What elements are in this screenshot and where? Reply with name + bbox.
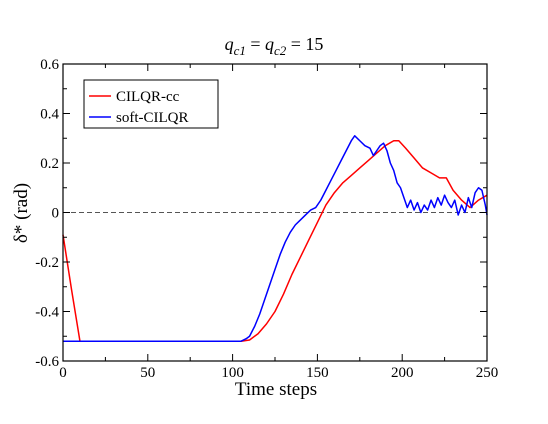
x-tick-label: 0 [59, 365, 67, 381]
legend: CILQR-cc soft-CILQR [83, 79, 219, 129]
title-var-2: q [265, 34, 274, 54]
y-tick-label: 0 [52, 206, 60, 222]
legend-label-soft-cilqr: soft-CILQR [116, 110, 189, 126]
ticks-layer: 0 50 100 150 200 250 -0.6 -0.4 -0.2 0 0.2 0.4 0.6 [35, 57, 498, 381]
title-eq-1: = [246, 34, 265, 54]
x-tick-label: 150 [306, 365, 329, 381]
y-tick-label: 0.2 [40, 156, 59, 172]
title-sub-2: c2 [274, 43, 287, 58]
series-line-soft-cilqr [63, 135, 488, 342]
series-line-cilqr-cc [62, 139, 488, 342]
y-tick-label: 0.6 [40, 57, 59, 73]
chart-title: qc1 = qc2 = 15 [225, 34, 324, 58]
x-axis-label: Time steps [235, 379, 317, 400]
series-layer [62, 135, 488, 342]
y-tick-label: -0.4 [35, 305, 59, 321]
y-tick-label: -0.2 [35, 255, 59, 271]
title-sub-1: c1 [234, 43, 246, 58]
title-eq-2: = 15 [286, 34, 323, 54]
x-tick-label: 250 [476, 365, 499, 381]
x-tick-label: 50 [140, 365, 155, 381]
legend-label-cilqr-cc: CILQR-cc [116, 89, 180, 105]
y-tick-label: 0.4 [40, 107, 59, 123]
x-tick-label: 200 [391, 365, 414, 381]
y-axis-label: δ* (rad) [11, 183, 32, 243]
legend-box [83, 79, 219, 129]
title-var-1: q [225, 34, 234, 54]
y-tick-label: -0.6 [35, 354, 59, 370]
x-tick-label: 100 [221, 365, 244, 381]
